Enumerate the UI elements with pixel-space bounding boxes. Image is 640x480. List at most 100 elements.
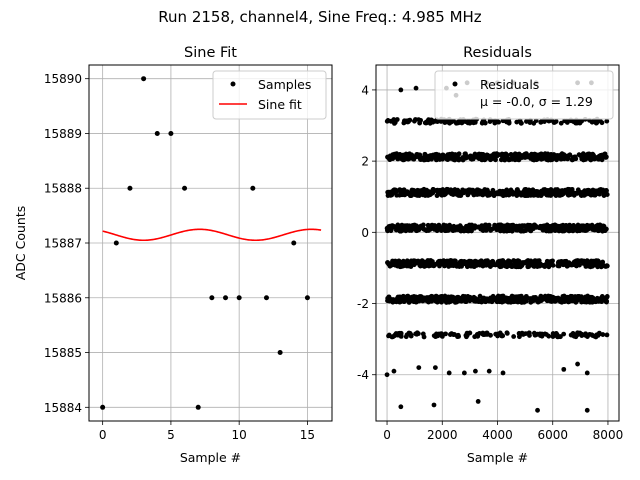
residual-point: [570, 228, 576, 234]
residual-point: [409, 152, 414, 158]
residual-point: [396, 262, 402, 268]
residual-point: [448, 152, 454, 158]
residual-point: [533, 297, 539, 303]
residual-point: [407, 299, 413, 304]
residual-point: [480, 119, 485, 125]
residual-point: [415, 331, 421, 337]
residual-point: [446, 224, 452, 230]
residuals-legend: Residuals μ = -0.0, σ = 1.29: [434, 70, 614, 120]
residual-point: [442, 296, 447, 301]
residual-point: [549, 262, 555, 268]
residual-point: [553, 119, 559, 124]
residual-point: [504, 330, 510, 336]
sine-fit-ticks: 0 5 10 15 15884 15885 15886 15887 15888 15889 1589…: [44, 72, 315, 442]
residual-point: [549, 157, 555, 163]
sample-point: [182, 185, 188, 191]
residual-point: [496, 152, 502, 158]
residual-point: [577, 152, 583, 158]
sine-fit-y-tick-label: 15886: [44, 291, 82, 305]
residual-point: [420, 222, 426, 228]
residuals-x-tick-label: 6000: [537, 428, 568, 442]
sample-point: [141, 76, 147, 82]
residual-point: [431, 402, 437, 408]
residual-point: [535, 189, 540, 194]
residual-point: [494, 227, 500, 233]
residual-point: [597, 187, 603, 193]
residual-point: [513, 224, 519, 230]
residual-point: [386, 295, 392, 301]
residual-point: [414, 189, 419, 195]
residuals-x-tick-label: 8000: [593, 428, 624, 442]
residual-point: [400, 226, 405, 232]
sine-fit-legend-box: [212, 70, 327, 120]
residual-point: [472, 153, 478, 158]
residual-point: [527, 120, 533, 125]
residual-point: [399, 297, 404, 302]
residual-point: [423, 157, 428, 163]
residuals-y-tick-label: -2: [357, 297, 369, 311]
residual-point: [384, 372, 390, 378]
residual-point: [592, 227, 598, 233]
residual-point: [483, 262, 489, 268]
sine-fit-title: Sine Fit: [184, 45, 237, 61]
residual-point: [396, 258, 402, 264]
residual-point: [537, 331, 543, 337]
residual-point: [545, 187, 551, 193]
residual-point: [482, 187, 488, 192]
sine-fit-curve: [102, 228, 322, 242]
residual-point: [577, 120, 583, 126]
residual-point: [507, 260, 513, 266]
residual-point: [411, 258, 417, 264]
residual-point: [590, 333, 595, 338]
residual-point: [584, 370, 590, 376]
residual-point: [455, 227, 461, 232]
residual-point: [471, 120, 476, 126]
residual-point: [500, 118, 506, 124]
residual-point: [577, 331, 583, 337]
residual-point: [454, 263, 460, 269]
residual-point: [571, 333, 576, 338]
residual-point: [472, 334, 478, 340]
residual-point: [390, 223, 396, 229]
sine-fit-grid: [89, 65, 332, 421]
residual-point: [483, 297, 488, 302]
residual-point: [596, 330, 602, 336]
residual-point: [485, 155, 491, 161]
residual-point: [523, 297, 529, 303]
sample-point: [277, 350, 283, 356]
residual-point: [495, 223, 500, 228]
residual-point: [576, 295, 582, 301]
residual-point: [562, 299, 568, 304]
residual-point: [573, 156, 579, 162]
residual-point: [417, 294, 423, 299]
residual-point: [433, 224, 439, 230]
residual-point: [387, 157, 393, 163]
residual-point: [469, 228, 474, 234]
residual-point: [466, 187, 472, 193]
residual-point: [440, 154, 445, 159]
residual-point: [398, 333, 404, 338]
residual-point: [447, 296, 453, 302]
residual-point: [541, 263, 547, 269]
residuals-x-axis-label: Sample #: [467, 450, 528, 465]
residual-point: [463, 154, 469, 160]
residual-point: [567, 262, 573, 268]
residual-point: [422, 259, 428, 265]
residual-point: [531, 120, 537, 126]
sine-fit-x-tick-label: 15: [300, 428, 315, 442]
sine-fit-y-axis-label: ADC Counts: [13, 206, 28, 281]
residual-point: [551, 295, 557, 301]
residual-point: [596, 262, 602, 268]
sine-fit-x-tick-label: 5: [167, 428, 175, 442]
residual-point: [560, 259, 566, 265]
residual-point: [582, 156, 587, 162]
residual-point: [534, 224, 540, 230]
residual-point: [398, 404, 404, 410]
residual-point: [391, 368, 397, 374]
residual-point: [548, 151, 554, 157]
residual-point: [565, 154, 571, 159]
residual-point: [585, 152, 591, 158]
residual-point: [395, 155, 401, 161]
residuals-y-tick-label: 0: [361, 226, 369, 240]
residual-point: [464, 264, 470, 270]
